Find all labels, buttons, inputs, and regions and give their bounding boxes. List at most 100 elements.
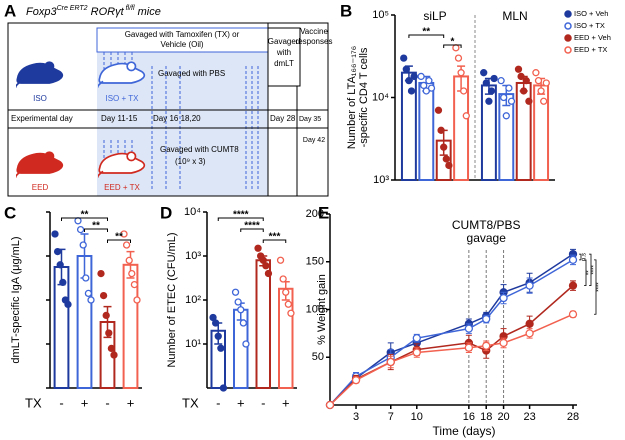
data-point <box>482 314 491 324</box>
x-tick-label: - <box>261 395 265 410</box>
data-point <box>568 281 578 290</box>
data-point <box>219 384 228 392</box>
significance-label: ** <box>422 27 430 38</box>
significance-label: **** <box>244 221 260 232</box>
data-point <box>440 143 448 151</box>
data-point <box>254 244 262 252</box>
data-point <box>454 54 463 62</box>
significance-bracket <box>84 228 108 232</box>
data-point <box>110 351 118 359</box>
significance-bracket <box>217 217 264 221</box>
data-point <box>400 54 408 62</box>
bar <box>515 81 532 181</box>
data-point <box>217 344 225 352</box>
data-point <box>231 288 240 296</box>
data-point <box>525 97 533 105</box>
data-point <box>351 376 361 385</box>
data-point <box>542 79 550 87</box>
data-point <box>412 348 421 357</box>
data-point <box>502 112 510 120</box>
tx-label: Gavaged with Tamoxifen (TX) or <box>125 30 240 39</box>
significance-label: ** <box>81 210 89 221</box>
data-point <box>525 319 534 328</box>
y-tick-label: 10⁴ <box>372 91 389 103</box>
data-point <box>84 289 93 298</box>
annotation: gavage <box>467 231 507 245</box>
y-tick-label: 10¹ <box>185 338 201 350</box>
vaccine-label: Vaccine <box>300 27 328 36</box>
data-point <box>507 97 516 105</box>
data-point <box>442 155 450 163</box>
data-point <box>120 230 128 238</box>
data-point <box>214 332 222 340</box>
data-point <box>242 340 250 348</box>
x-tick-label: 3 <box>353 411 359 423</box>
x-tick-label: + <box>282 395 290 410</box>
data-point <box>417 72 425 81</box>
data-point <box>282 288 290 296</box>
data-point <box>82 274 90 282</box>
significance-label: **** <box>233 210 249 221</box>
y-axis-label: dmLT-specific IgA (μg/mL) <box>10 236 22 363</box>
pbs-label: Gavaged with PBS <box>158 69 225 78</box>
significance-label: ** <box>587 270 593 275</box>
data-point <box>59 278 67 287</box>
day-label: Day 35 <box>299 116 321 123</box>
data-point <box>540 97 548 105</box>
data-point <box>500 93 508 102</box>
series-line <box>329 313 574 406</box>
data-point <box>87 296 95 304</box>
day-label: Day 16 18,20 <box>153 114 201 123</box>
data-point <box>537 87 545 95</box>
cumt8-label: (10⁹ x 3) <box>175 157 206 166</box>
mouse-icon <box>16 151 64 178</box>
x-tick-label: 7 <box>388 411 394 423</box>
tx-box <box>96 27 269 53</box>
x-tick-label: 16 <box>463 411 475 423</box>
data-point <box>437 126 445 134</box>
panel-label: A <box>4 1 16 20</box>
data-point <box>412 333 421 343</box>
significance-bracket <box>262 239 287 243</box>
data-point <box>99 291 108 300</box>
error-bar <box>439 129 448 156</box>
data-point <box>79 241 87 249</box>
significance-label: ** <box>92 221 100 232</box>
data-point <box>505 84 513 92</box>
significance-label: **** <box>597 282 603 292</box>
data-point <box>457 69 465 77</box>
data-point <box>525 281 534 290</box>
mouse-label: ISO + TX <box>106 94 140 103</box>
x-axis-label: Time (days) <box>433 424 496 438</box>
x-axis-label: TX <box>182 395 199 410</box>
data-point <box>56 261 64 269</box>
data-point <box>514 65 523 73</box>
title-part: Cre ERT2 <box>57 5 88 12</box>
data-point <box>490 74 498 83</box>
data-point <box>133 296 141 304</box>
x-tick-label: - <box>59 395 63 410</box>
x-tick-label: - <box>105 395 109 410</box>
significance-bracket <box>240 228 264 232</box>
y-tick-label: 200 <box>306 208 324 220</box>
data-point <box>482 341 491 350</box>
bar <box>255 259 271 389</box>
significance-label: * <box>450 37 454 48</box>
data-point <box>234 298 242 306</box>
y-tick-label: 10⁵ <box>372 9 389 21</box>
data-point <box>279 275 287 283</box>
x-tick-label: - <box>216 395 220 410</box>
data-point <box>464 343 474 352</box>
data-point <box>287 309 295 317</box>
title-part: mice <box>135 6 161 18</box>
legend-label: ISO + Veh <box>574 9 608 18</box>
day-label: Experimental day <box>11 114 73 123</box>
data-point <box>534 77 543 85</box>
significance-bracket <box>584 259 587 287</box>
dmlt-label: with <box>276 48 291 57</box>
legend-label: EED + Veh <box>574 33 611 42</box>
legend-label: EED + TX <box>574 45 607 54</box>
group-label: siLP <box>423 9 446 23</box>
group-label: MLN <box>502 9 527 23</box>
